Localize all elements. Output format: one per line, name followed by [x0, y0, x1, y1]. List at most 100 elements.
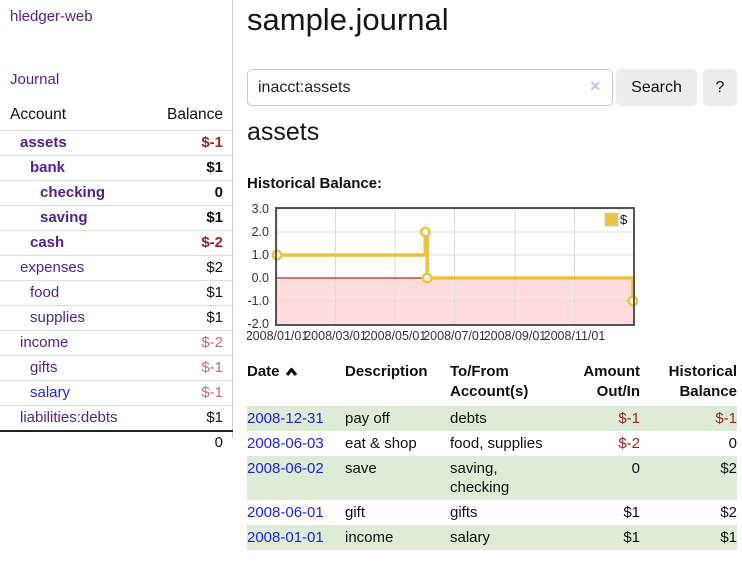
account-name-cell: checking	[0, 180, 150, 206]
svg-text:2.0: 2.0	[252, 225, 269, 239]
svg-text:3.0: 3.0	[252, 202, 269, 216]
account-row: gifts $-1	[0, 355, 233, 381]
account-link[interactable]: bank	[30, 159, 66, 176]
clear-search-icon[interactable]: ×	[590, 76, 601, 96]
transaction-balance-cell: $1	[720, 529, 737, 546]
register-header-date-label: Date	[247, 363, 280, 380]
transaction-date-cell: 2008-06-02	[247, 456, 345, 500]
transaction-row: 2008-06-01 gift gifts $1 $2	[247, 500, 737, 525]
account-name-cell: bank	[0, 155, 150, 181]
account-link[interactable]: income	[20, 334, 69, 351]
account-link[interactable]: salary	[30, 384, 71, 401]
account-link[interactable]: expenses	[20, 259, 85, 276]
account-balance: $-1	[149, 355, 233, 381]
account-heading: assets	[247, 118, 320, 146]
transaction-date-link[interactable]: 2008-01-01	[247, 529, 324, 546]
account-balance: $-2	[149, 330, 233, 356]
transaction-date-link[interactable]: 2008-06-02	[247, 460, 324, 477]
register-table: Date Description To/From Account(s) Amou…	[247, 360, 737, 550]
account-link[interactable]: checking	[40, 184, 106, 201]
account-name-cell: supplies	[0, 305, 150, 331]
transaction-balance-cell: $2	[720, 504, 737, 521]
svg-text:2008/09/01: 2008/09/01	[484, 329, 547, 343]
account-balance: $-1	[149, 130, 233, 156]
account-name-cell: saving	[0, 205, 150, 231]
svg-text:2008/03/01: 2008/03/01	[304, 329, 367, 343]
account-balance: $-2	[149, 230, 233, 256]
register-header-amount: Amount Out/In	[583, 363, 640, 400]
svg-text:2008/05/01: 2008/05/01	[364, 329, 427, 343]
account-name-cell: cash	[0, 230, 150, 256]
account-row: assets $-1	[0, 130, 233, 156]
account-link[interactable]: assets	[20, 134, 67, 151]
account-balance: $1	[149, 305, 233, 331]
account-link[interactable]: liabilities:debts	[20, 409, 118, 426]
accounts-total-row: 0	[0, 430, 233, 454]
help-button[interactable]: ?	[703, 69, 737, 106]
transaction-date-link[interactable]: 2008-12-31	[247, 410, 324, 427]
transaction-amount-cell: $-2	[618, 435, 640, 452]
account-balance: $-1	[149, 380, 233, 406]
transaction-description-cell: save	[345, 460, 377, 477]
transaction-balance-cell: $2	[720, 460, 737, 477]
transaction-amount-cell: $-1	[618, 410, 640, 427]
sidebar: hledger-web Journal Account Balance asse…	[0, 0, 233, 454]
svg-text:2008/01/01: 2008/01/01	[247, 329, 308, 343]
transaction-description-cell: pay off	[345, 410, 390, 427]
account-name-cell: expenses	[0, 255, 150, 281]
transaction-row: 2008-06-03 eat & shop food, supplies $-2 0	[247, 431, 737, 456]
transaction-description-cell: eat & shop	[345, 435, 417, 452]
account-link[interactable]: cash	[30, 234, 65, 251]
account-link[interactable]: gifts	[30, 359, 58, 376]
register-header-date[interactable]: Date	[247, 360, 345, 406]
account-name-cell: food	[0, 280, 150, 306]
accounts-total-value: 0	[149, 430, 233, 454]
account-row: checking 0	[0, 180, 233, 206]
transaction-accounts-cell: food, supplies	[450, 435, 543, 452]
search-button[interactable]: Search	[616, 69, 697, 106]
account-row: supplies $1	[0, 305, 233, 331]
account-balance: 0	[149, 180, 233, 206]
account-row: saving $1	[0, 205, 233, 231]
search-input[interactable]	[247, 69, 613, 106]
account-link[interactable]: saving	[40, 209, 88, 226]
account-row: expenses $2	[0, 255, 233, 281]
account-balance: $1	[149, 280, 233, 306]
account-name-cell: salary	[0, 380, 150, 406]
accounts-header-row: Account Balance	[0, 102, 233, 131]
transaction-amount-cell: $1	[623, 504, 640, 521]
account-name-cell: gifts	[0, 355, 150, 381]
register-header-row: Date Description To/From Account(s) Amou…	[247, 360, 737, 406]
svg-text:-1.0: -1.0	[247, 294, 269, 308]
transaction-date-cell: 2008-06-03	[247, 431, 345, 456]
account-row: income $-2	[0, 330, 233, 356]
transaction-amount-cell: $1	[623, 529, 640, 546]
historical-balance-chart: -2.0 -1.0 0.0 1.0 2.0 3.0 2008/01/012008/03/01…	[247, 202, 639, 343]
register-header-accounts: To/From Account(s)	[450, 363, 529, 400]
transaction-date-link[interactable]: 2008-06-01	[247, 504, 324, 521]
transaction-description-cell: income	[345, 529, 394, 546]
account-link[interactable]: food	[30, 284, 60, 301]
svg-text:$: $	[620, 212, 628, 227]
account-name-cell: assets	[0, 130, 150, 156]
app-title-link[interactable]: hledger-web	[10, 8, 93, 25]
transaction-date-cell: 2008-01-01	[247, 525, 345, 550]
account-row: bank $1	[0, 155, 233, 181]
account-name-cell: liabilities:debts	[0, 405, 150, 431]
svg-text:-2.0: -2.0	[247, 317, 269, 331]
transaction-date-link[interactable]: 2008-06-03	[247, 435, 324, 452]
account-link[interactable]: supplies	[30, 309, 86, 326]
chart-title: Historical Balance:	[247, 175, 383, 192]
transaction-row: 2008-01-01 income salary $1 $1	[247, 525, 737, 550]
transaction-row: 2008-12-31 pay off debts $-1 $-1	[247, 406, 737, 431]
register-header-description: Description	[345, 363, 428, 380]
svg-text:0.0: 0.0	[252, 271, 269, 285]
accounts-header-balance: Balance	[149, 102, 233, 131]
transaction-balance-cell: $-1	[715, 410, 737, 427]
account-row: food $1	[0, 280, 233, 306]
transaction-accounts-cell: gifts	[450, 504, 478, 521]
accounts-header-account: Account	[0, 102, 150, 131]
account-balance: $2	[149, 255, 233, 281]
transaction-date-cell: 2008-06-01	[247, 500, 345, 525]
sidebar-item-journal[interactable]: Journal	[10, 71, 60, 88]
